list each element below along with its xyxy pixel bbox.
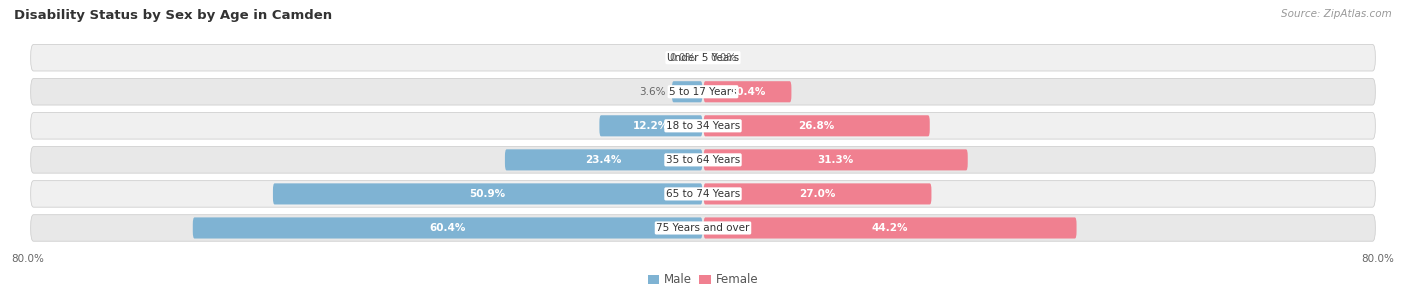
FancyBboxPatch shape: [672, 81, 703, 102]
FancyBboxPatch shape: [703, 149, 967, 170]
Text: 75 Years and over: 75 Years and over: [657, 223, 749, 233]
Text: 10.4%: 10.4%: [730, 87, 766, 97]
Text: 35 to 64 Years: 35 to 64 Years: [666, 155, 740, 165]
Text: 65 to 74 Years: 65 to 74 Years: [666, 189, 740, 199]
FancyBboxPatch shape: [703, 81, 792, 102]
Text: 3.6%: 3.6%: [638, 87, 665, 97]
FancyBboxPatch shape: [505, 149, 703, 170]
FancyBboxPatch shape: [599, 115, 703, 136]
Text: 60.4%: 60.4%: [429, 223, 465, 233]
Text: 5 to 17 Years: 5 to 17 Years: [669, 87, 737, 97]
Text: 31.3%: 31.3%: [817, 155, 853, 165]
FancyBboxPatch shape: [703, 183, 931, 204]
Text: 12.2%: 12.2%: [633, 121, 669, 131]
FancyBboxPatch shape: [31, 45, 1375, 71]
FancyBboxPatch shape: [31, 215, 1375, 241]
Text: 0.0%: 0.0%: [710, 53, 737, 63]
FancyBboxPatch shape: [273, 183, 703, 204]
Text: 18 to 34 Years: 18 to 34 Years: [666, 121, 740, 131]
FancyBboxPatch shape: [193, 217, 703, 239]
FancyBboxPatch shape: [31, 147, 1375, 173]
Text: 27.0%: 27.0%: [800, 189, 835, 199]
Text: 0.0%: 0.0%: [669, 53, 696, 63]
Text: 44.2%: 44.2%: [872, 223, 908, 233]
Text: 23.4%: 23.4%: [585, 155, 621, 165]
FancyBboxPatch shape: [703, 115, 929, 136]
Legend: Male, Female: Male, Female: [643, 269, 763, 291]
Text: Under 5 Years: Under 5 Years: [666, 53, 740, 63]
Text: Source: ZipAtlas.com: Source: ZipAtlas.com: [1281, 9, 1392, 19]
Text: 26.8%: 26.8%: [799, 121, 835, 131]
FancyBboxPatch shape: [31, 113, 1375, 139]
FancyBboxPatch shape: [31, 78, 1375, 105]
Text: Disability Status by Sex by Age in Camden: Disability Status by Sex by Age in Camde…: [14, 9, 332, 22]
FancyBboxPatch shape: [703, 217, 1077, 239]
FancyBboxPatch shape: [31, 181, 1375, 207]
Text: 50.9%: 50.9%: [470, 189, 506, 199]
